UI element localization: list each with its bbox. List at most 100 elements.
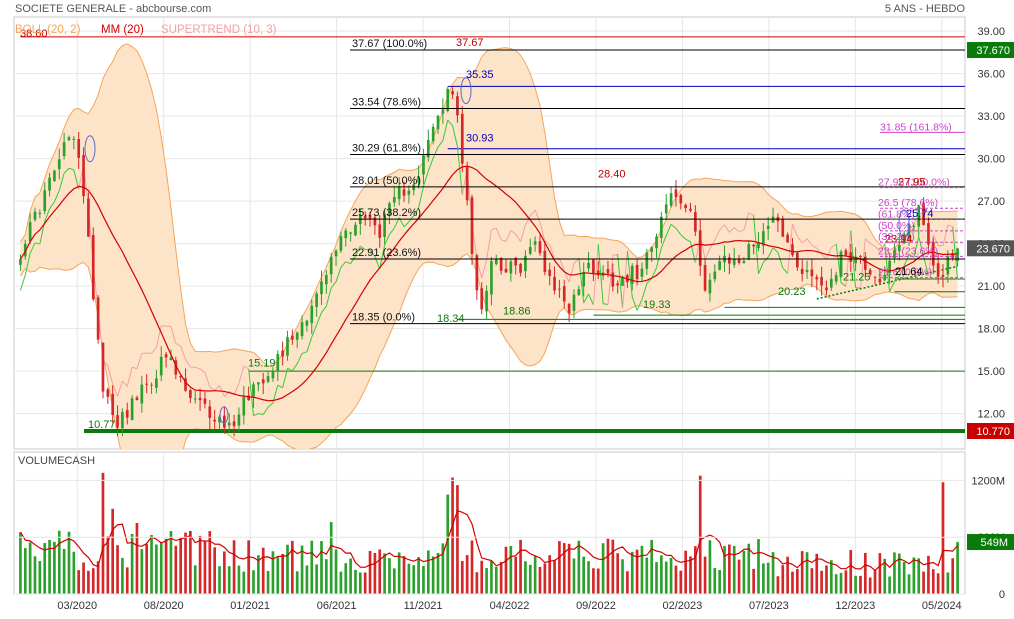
candle-body xyxy=(58,159,61,169)
candle-body xyxy=(73,139,76,140)
x-tick-label: 04/2022 xyxy=(490,600,530,612)
volume-bar xyxy=(607,539,610,594)
volume-bar xyxy=(310,541,313,594)
volume-bar xyxy=(344,563,347,594)
candle-body xyxy=(811,270,814,277)
volume-bar xyxy=(505,547,508,594)
volume-bar xyxy=(631,552,634,594)
volume-bar xyxy=(893,552,896,594)
volume-bar xyxy=(747,544,750,594)
candle-body xyxy=(442,110,445,114)
candle-body xyxy=(39,213,42,214)
fib-main-label: 30.29 (61.8%) xyxy=(352,143,421,155)
candle-body xyxy=(286,337,289,356)
candle-body xyxy=(694,212,697,231)
candle-body xyxy=(510,261,513,273)
candle-body xyxy=(354,225,357,236)
volume-bar xyxy=(340,572,343,594)
volume-bar xyxy=(490,561,493,594)
candle-body xyxy=(767,226,770,229)
volume-bar xyxy=(422,566,425,594)
volume-bar xyxy=(728,544,731,594)
candle-body xyxy=(806,270,809,272)
volume-bar xyxy=(937,573,940,594)
candle-body xyxy=(476,255,479,290)
legend-mm: MM (20) xyxy=(101,24,144,36)
volume-bar xyxy=(835,574,838,594)
volume-bar xyxy=(170,531,173,594)
candle-body xyxy=(607,269,610,273)
volume-bar xyxy=(859,576,862,594)
volume-bar xyxy=(733,546,736,594)
x-tick-label: 06/2021 xyxy=(317,600,357,612)
volume-bar xyxy=(412,565,415,594)
volume-bar xyxy=(199,536,202,594)
candle-body xyxy=(456,96,459,115)
volume-bar xyxy=(68,532,71,594)
candle-body xyxy=(408,191,411,195)
volume-bar xyxy=(374,553,377,594)
volume-bar xyxy=(92,568,95,594)
candle-body xyxy=(242,397,245,415)
volume-bar xyxy=(24,548,27,594)
price-annotation: 18.34 xyxy=(437,313,465,325)
candle-body xyxy=(835,275,838,281)
candle-body xyxy=(563,286,566,301)
candle-body xyxy=(165,354,168,357)
price-y-axis: 12.0015.0018.0021.0024.0027.0030.0033.00… xyxy=(977,26,1005,420)
volume-bar xyxy=(679,571,682,594)
candle-body xyxy=(830,279,833,288)
volume-bar xyxy=(781,565,784,594)
volume-bar xyxy=(106,536,109,594)
candle-body xyxy=(558,289,561,290)
volume-bar xyxy=(252,570,255,594)
supertrend-segment xyxy=(147,353,152,354)
volume-bar xyxy=(87,571,90,594)
volume-bar xyxy=(864,553,867,594)
volume-bar xyxy=(743,551,746,594)
candle-body xyxy=(529,247,532,254)
volume-bar xyxy=(689,556,692,594)
candle-body xyxy=(140,385,143,404)
volume-bar xyxy=(179,538,182,594)
candle-body xyxy=(796,253,799,268)
candle-body xyxy=(684,205,687,208)
candle-body xyxy=(432,127,435,141)
volume-bar xyxy=(437,553,440,594)
price-annotation: 30.93 xyxy=(466,132,494,144)
volume-bar xyxy=(942,482,945,594)
price-annotation: 23.94 xyxy=(885,233,913,245)
fib-main-label: 18.35 (0.0%) xyxy=(352,312,415,324)
volume-bar xyxy=(19,532,22,594)
candle-body xyxy=(160,357,163,375)
volume-bar xyxy=(922,572,925,594)
x-tick-label: 11/2021 xyxy=(404,600,443,612)
candle-body xyxy=(616,283,619,285)
volume-bar xyxy=(670,558,673,594)
volume-bar xyxy=(189,531,192,594)
candle-body xyxy=(126,410,129,418)
volume-bar xyxy=(845,570,848,594)
candle-body xyxy=(752,245,755,246)
volume-bar xyxy=(218,566,221,594)
volume-bar xyxy=(777,576,780,594)
candle-body xyxy=(291,336,294,340)
volume-bar xyxy=(194,565,197,594)
volume-bar xyxy=(602,543,605,594)
volume-bar xyxy=(451,478,454,594)
candle-body xyxy=(403,189,406,195)
candle-body xyxy=(675,190,678,198)
candle-body xyxy=(116,415,119,427)
volume-bar xyxy=(616,553,619,594)
volume-bar xyxy=(811,568,814,594)
price-annotation: 15.19 xyxy=(248,357,276,369)
legend-supertrend: SUPERTREND (10, 3) xyxy=(161,24,277,36)
fib-main-label: 33.54 (78.6%) xyxy=(352,96,421,108)
volume-title: VOLUMECASH xyxy=(18,455,95,467)
candle-body xyxy=(534,241,537,244)
candle-body xyxy=(577,289,580,295)
candle-body xyxy=(485,291,488,311)
volume-bar xyxy=(825,565,828,594)
candle-body xyxy=(815,277,818,279)
volume-bar xyxy=(641,546,644,594)
